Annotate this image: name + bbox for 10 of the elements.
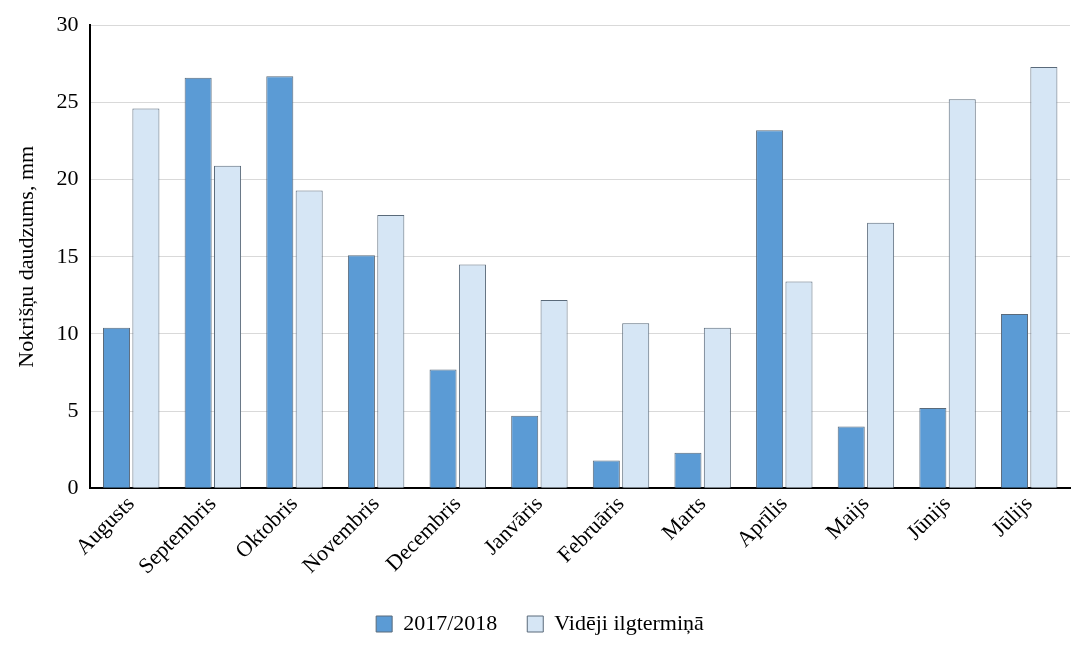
y-tick-label: 15 <box>56 242 79 268</box>
y-axis-title: Nokrišņu daudzums, mm <box>12 145 38 368</box>
legend-label: 2017/2018 <box>403 609 498 635</box>
y-tick-label: 20 <box>56 165 79 191</box>
y-tick-label: 25 <box>56 88 79 114</box>
y-tick-label: 30 <box>56 10 79 36</box>
y-tick-label: 0 <box>67 474 79 500</box>
y-tick-label: 10 <box>56 319 79 345</box>
y-tick-label: 5 <box>67 396 79 422</box>
legend-label: Vidēji ilgtermiņā <box>554 609 705 635</box>
